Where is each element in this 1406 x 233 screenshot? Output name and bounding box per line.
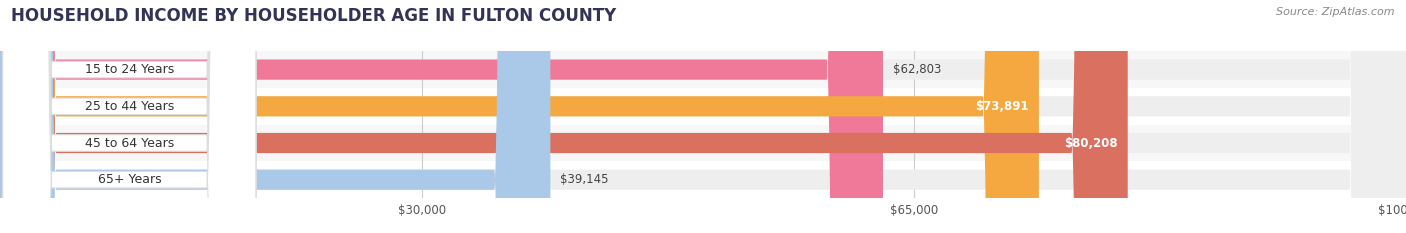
FancyBboxPatch shape bbox=[0, 0, 550, 233]
Text: $73,891: $73,891 bbox=[976, 100, 1029, 113]
FancyBboxPatch shape bbox=[0, 0, 1128, 233]
Text: 15 to 24 Years: 15 to 24 Years bbox=[84, 63, 174, 76]
Text: 65+ Years: 65+ Years bbox=[97, 173, 162, 186]
FancyBboxPatch shape bbox=[0, 51, 1406, 88]
FancyBboxPatch shape bbox=[3, 0, 256, 233]
FancyBboxPatch shape bbox=[0, 0, 1039, 233]
Text: HOUSEHOLD INCOME BY HOUSEHOLDER AGE IN FULTON COUNTY: HOUSEHOLD INCOME BY HOUSEHOLDER AGE IN F… bbox=[11, 7, 616, 25]
Text: Source: ZipAtlas.com: Source: ZipAtlas.com bbox=[1277, 7, 1395, 17]
FancyBboxPatch shape bbox=[0, 0, 883, 233]
Text: 45 to 64 Years: 45 to 64 Years bbox=[84, 137, 174, 150]
FancyBboxPatch shape bbox=[0, 125, 1406, 161]
FancyBboxPatch shape bbox=[3, 0, 256, 233]
FancyBboxPatch shape bbox=[0, 161, 1406, 198]
Text: $39,145: $39,145 bbox=[560, 173, 609, 186]
Text: $80,208: $80,208 bbox=[1064, 137, 1118, 150]
Text: 25 to 44 Years: 25 to 44 Years bbox=[84, 100, 174, 113]
FancyBboxPatch shape bbox=[3, 0, 256, 233]
Text: $62,803: $62,803 bbox=[893, 63, 941, 76]
FancyBboxPatch shape bbox=[0, 88, 1406, 125]
FancyBboxPatch shape bbox=[3, 0, 256, 233]
